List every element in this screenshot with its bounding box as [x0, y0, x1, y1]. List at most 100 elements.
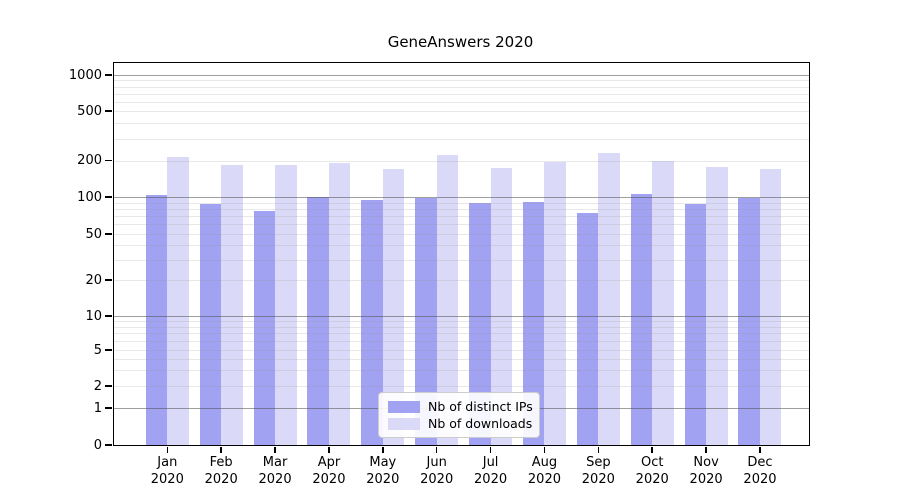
bar-downloads — [652, 160, 674, 445]
major-gridline — [114, 197, 809, 198]
bar-downloads — [436, 155, 459, 445]
bar-distinct-ips — [630, 193, 653, 445]
x-tick-year: 2020 — [743, 472, 777, 487]
minor-gridline — [114, 80, 809, 82]
legend-swatch-distinct-ips — [388, 400, 420, 413]
x-tick-mark — [651, 447, 653, 453]
bar-distinct-ips — [253, 210, 276, 445]
x-tick-mark — [489, 447, 492, 453]
bar-downloads — [598, 152, 620, 445]
bar-downloads — [167, 157, 189, 445]
x-tick-label: Sep 2020 — [566, 454, 630, 488]
y-tick-label: 500 — [77, 103, 102, 119]
y-tick-mark — [105, 74, 112, 76]
x-tick-label: Mar 2020 — [243, 454, 307, 488]
minor-gridline — [114, 123, 809, 125]
x-tick-label: Jun 2020 — [405, 454, 469, 488]
legend-label: Nb of distinct IPs — [428, 399, 533, 414]
bar-downloads — [275, 164, 297, 445]
y-tick-label: 100 — [77, 189, 102, 205]
legend: Nb of distinct IPs Nb of downloads — [378, 392, 540, 438]
y-tick-label: 20 — [85, 272, 102, 288]
plot-area: 1000 500 200 100 50 20 10 5 2 1 0 Jan 2020 Feb 2020 Ma… — [69, 62, 810, 487]
y-tick-label: 50 — [85, 226, 102, 242]
bar-distinct-ips — [469, 202, 491, 445]
bar-distinct-ips — [738, 197, 760, 445]
legend-entry: Nb of downloads — [388, 415, 533, 432]
bar-distinct-ips — [522, 202, 545, 445]
x-tick-year: 2020 — [312, 472, 346, 487]
bar-distinct-ips — [199, 203, 222, 445]
x-tick-mark — [597, 447, 600, 453]
chart-title: GeneAnswers 2020 — [387, 33, 534, 51]
x-tick-year: 2020 — [150, 472, 184, 487]
bar-distinct-ips — [307, 197, 329, 445]
bar-downloads — [706, 167, 728, 445]
x-tick-label: Feb 2020 — [189, 454, 253, 488]
x-tick-mark — [274, 447, 276, 453]
bar-downloads — [221, 165, 243, 445]
x-tick-month: Jun — [426, 455, 447, 470]
y-tick-label: 2 — [93, 378, 102, 394]
bar-downloads — [382, 169, 405, 445]
y-tick-mark — [105, 315, 112, 317]
y-tick-mark — [105, 444, 112, 446]
x-tick-label: Nov 2020 — [674, 454, 738, 488]
x-tick-month: Feb — [209, 455, 233, 470]
y-tick-mark — [105, 349, 112, 351]
x-tick-label: Jul 2020 — [459, 454, 523, 488]
x-tick-month: Oct — [640, 455, 664, 470]
bar-distinct-ips — [361, 199, 383, 445]
y-tick-mark — [105, 233, 112, 235]
bar-distinct-ips — [145, 195, 168, 445]
y-tick-mark — [105, 279, 112, 281]
minor-gridline — [114, 138, 809, 140]
y-tick-label: 1000 — [68, 67, 102, 83]
minor-gridline — [114, 93, 809, 95]
x-tick-mark — [166, 447, 169, 453]
minor-gridline — [114, 160, 809, 162]
x-tick-month: Dec — [747, 455, 773, 470]
y-tick-label: 200 — [77, 153, 102, 168]
x-tick-mark — [382, 447, 384, 453]
minor-gridline — [114, 86, 809, 88]
bar-downloads — [759, 168, 782, 445]
x-tick-month: Mar — [262, 455, 288, 470]
x-tick-month: Jan — [157, 455, 178, 470]
bar-distinct-ips — [415, 198, 437, 445]
major-gridline — [114, 75, 809, 76]
bar-downloads — [490, 167, 513, 445]
x-tick-mark — [705, 447, 707, 453]
y-tick-mark — [105, 385, 112, 387]
y-tick-label: 5 — [93, 342, 102, 358]
x-tick-mark — [435, 447, 438, 453]
bar-downloads — [328, 163, 351, 445]
x-tick-mark — [759, 447, 761, 453]
x-tick-label: May 2020 — [351, 454, 415, 488]
x-tick-mark — [328, 447, 330, 453]
x-tick-label: Jan 2020 — [135, 454, 199, 488]
x-tick-mark — [220, 447, 222, 453]
x-tick-month: Nov — [693, 455, 719, 470]
bar-distinct-ips — [576, 213, 599, 445]
legend-swatch-downloads — [388, 417, 420, 430]
bar-downloads — [544, 161, 566, 445]
y-tick-label: 10 — [85, 308, 102, 324]
x-tick-month: Apr — [317, 455, 341, 470]
x-tick-year: 2020 — [689, 472, 723, 487]
x-tick-year: 2020 — [527, 472, 561, 487]
x-tick-year: 2020 — [581, 472, 615, 487]
x-tick-year: 2020 — [420, 472, 454, 487]
x-tick-month: May — [369, 455, 397, 470]
x-tick-label: Aug 2020 — [512, 454, 576, 488]
x-tick-year: 2020 — [366, 472, 400, 487]
y-tick-mark — [105, 159, 112, 162]
x-tick-label: Apr 2020 — [297, 454, 361, 488]
legend-label: Nb of downloads — [428, 416, 533, 431]
minor-gridline — [114, 101, 809, 103]
legend-entry: Nb of distinct IPs — [388, 398, 533, 415]
x-tick-label: Oct 2020 — [620, 454, 684, 488]
x-tick-month: Sep — [586, 455, 611, 470]
minor-gridline — [114, 111, 809, 112]
